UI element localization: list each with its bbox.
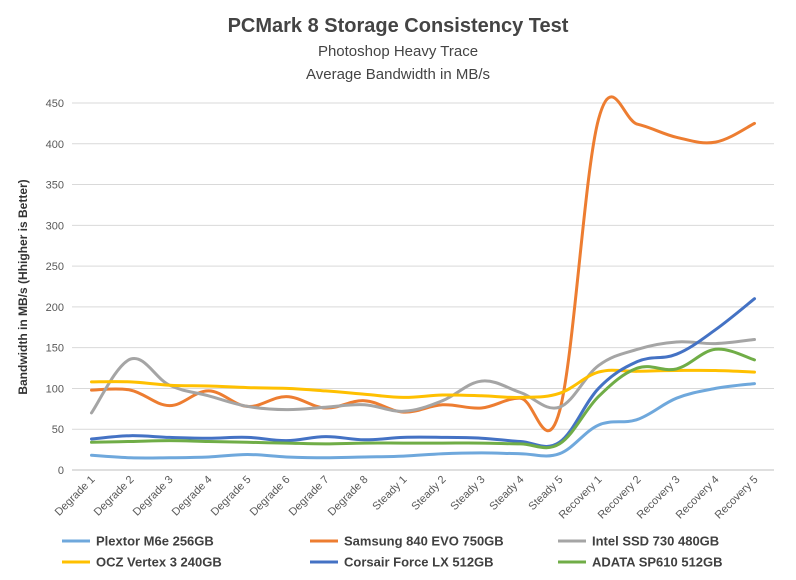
series-line-6 [90, 347, 756, 450]
legend-label: OCZ Vertex 3 240GB [96, 555, 222, 570]
y-tick-label: 0 [58, 465, 64, 477]
chart-subtitle-2: Average Bandwidth in MB/s [306, 66, 490, 83]
legend-label: Corsair Force LX 512GB [344, 555, 494, 570]
y-tick-label: 350 [46, 180, 64, 192]
chart-subtitle: Photoshop Heavy Trace [318, 43, 478, 60]
legend-label: Intel SSD 730 480GB [592, 534, 719, 549]
chart-title: PCMark 8 Storage Consistency Test [228, 15, 569, 37]
y-axis-ticks: 0 50 100 150 200 250 300 350 400 450 [46, 98, 64, 477]
series-lines [90, 95, 756, 460]
y-tick-label: 150 [46, 343, 64, 355]
y-tick-label: 250 [46, 261, 64, 273]
legend-label: Plextor M6e 256GB [96, 534, 214, 549]
legend: Plextor M6e 256GB Samsung 840 EVO 750GB In… [62, 534, 723, 570]
series-line-3 [90, 338, 756, 415]
y-tick-label: 450 [46, 98, 64, 110]
y-tick-label: 200 [46, 302, 64, 314]
y-tick-label: 400 [46, 139, 64, 151]
y-axis-label: Bandwidth in MB/s (Hhigher is Better) [16, 179, 30, 394]
legend-label: Samsung 840 EVO 750GB [344, 534, 504, 549]
series-line-2 [90, 95, 756, 433]
y-tick-label: 300 [46, 220, 64, 232]
y-tick-label: 50 [52, 424, 64, 436]
legend-label: ADATA SP610 512GB [592, 555, 723, 570]
series-line-5 [90, 297, 756, 448]
y-tick-label: 100 [46, 383, 64, 395]
series-line-4 [90, 368, 756, 399]
gridlines [72, 102, 774, 430]
series-line-1 [90, 382, 756, 460]
